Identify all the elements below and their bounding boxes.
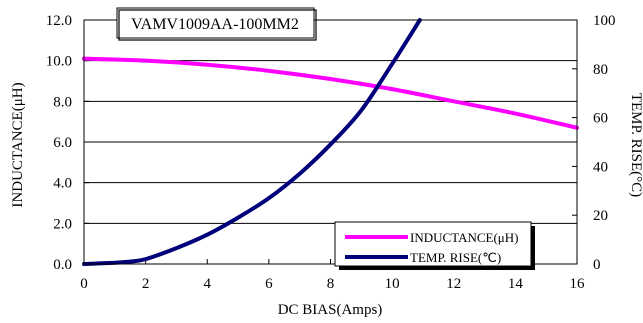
y-left-tick-label: 8.0 <box>53 94 72 110</box>
y-left-tick-label: 10.0 <box>46 54 72 70</box>
y-left-tick-label: 6.0 <box>53 135 72 151</box>
y-left-tick-label: 4.0 <box>53 176 72 192</box>
x-tick-label: 2 <box>142 276 150 292</box>
series-line-inductance <box>82 56 579 130</box>
y-left-tick-label: 2.0 <box>53 216 72 232</box>
y-left-tick-labels: 0.0 2.0 4.0 6.0 8.0 10.0 12.0 <box>46 13 89 273</box>
x-tick-label: 8 <box>327 276 335 292</box>
x-tick-label: 0 <box>80 276 88 292</box>
x-tick-label: 12 <box>446 276 461 292</box>
x-axis-label: DC BIAS(Amps) <box>278 302 383 318</box>
series-line-temp-rise <box>82 18 422 266</box>
y-right-tick-labels: 0 20 40 60 80 100 <box>572 13 616 273</box>
y-left-tick-label: 0.0 <box>53 257 72 273</box>
y-right-tick-label: 0 <box>593 257 601 273</box>
x-tick-label: 4 <box>204 276 212 292</box>
chart-title-box: VAMV1009AA-100MM2 <box>116 7 317 41</box>
series-lines <box>82 18 579 266</box>
x-tick-label: 10 <box>385 276 400 292</box>
x-tick-label: 16 <box>570 276 586 292</box>
x-tick-labels: 0 2 4 6 8 10 12 14 16 <box>80 259 585 292</box>
plot-frame <box>83 19 578 265</box>
y-right-tick-label: 20 <box>593 208 608 224</box>
x-tick-label: 6 <box>265 276 273 292</box>
legend-label-inductance: INDUCTANCE(μH) <box>410 230 518 245</box>
legend: INDUCTANCE(μH) TEMP. RISE(℃) <box>334 221 535 270</box>
x-tick-label: 14 <box>508 276 524 292</box>
chart-title: VAMV1009AA-100MM2 <box>131 16 299 33</box>
legend-label-temp-rise: TEMP. RISE(℃) <box>410 250 501 265</box>
y-right-tick-label: 60 <box>593 111 608 127</box>
y-right-tick-label: 80 <box>593 62 608 78</box>
y-left-tick-label: 12.0 <box>46 13 72 29</box>
y-right-axis-label: TEMP. RISE(°C) <box>628 93 643 197</box>
y-right-tick-label: 40 <box>593 159 608 175</box>
y-right-tick-label: 100 <box>593 13 616 29</box>
y-left-axis-label: INDUCTANCE(μH) <box>10 82 26 207</box>
